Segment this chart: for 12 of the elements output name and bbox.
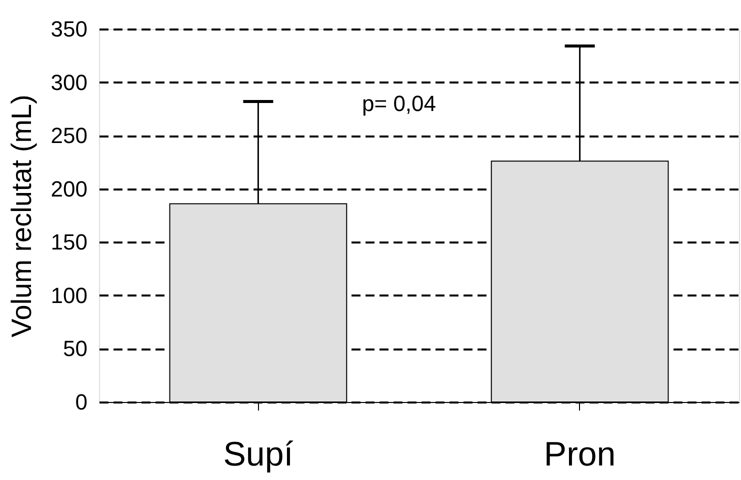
x-tick-label: Pron: [544, 436, 616, 474]
y-tick-label: 100: [50, 282, 88, 308]
y-tick-label: 250: [50, 123, 88, 148]
y-tick-label: 200: [50, 176, 88, 202]
y-tick-label: 150: [50, 230, 88, 255]
y-tick-label: 350: [50, 16, 88, 42]
y-tick-label: 0: [75, 390, 88, 414]
y-tick-label: 50: [63, 336, 88, 362]
x-tick-label: Supí: [223, 436, 294, 474]
y-tick-label: 300: [50, 70, 88, 95]
annotation: p= 0,04: [362, 91, 436, 116]
y-axis-title: Volum reclutat (mL): [6, 94, 37, 338]
